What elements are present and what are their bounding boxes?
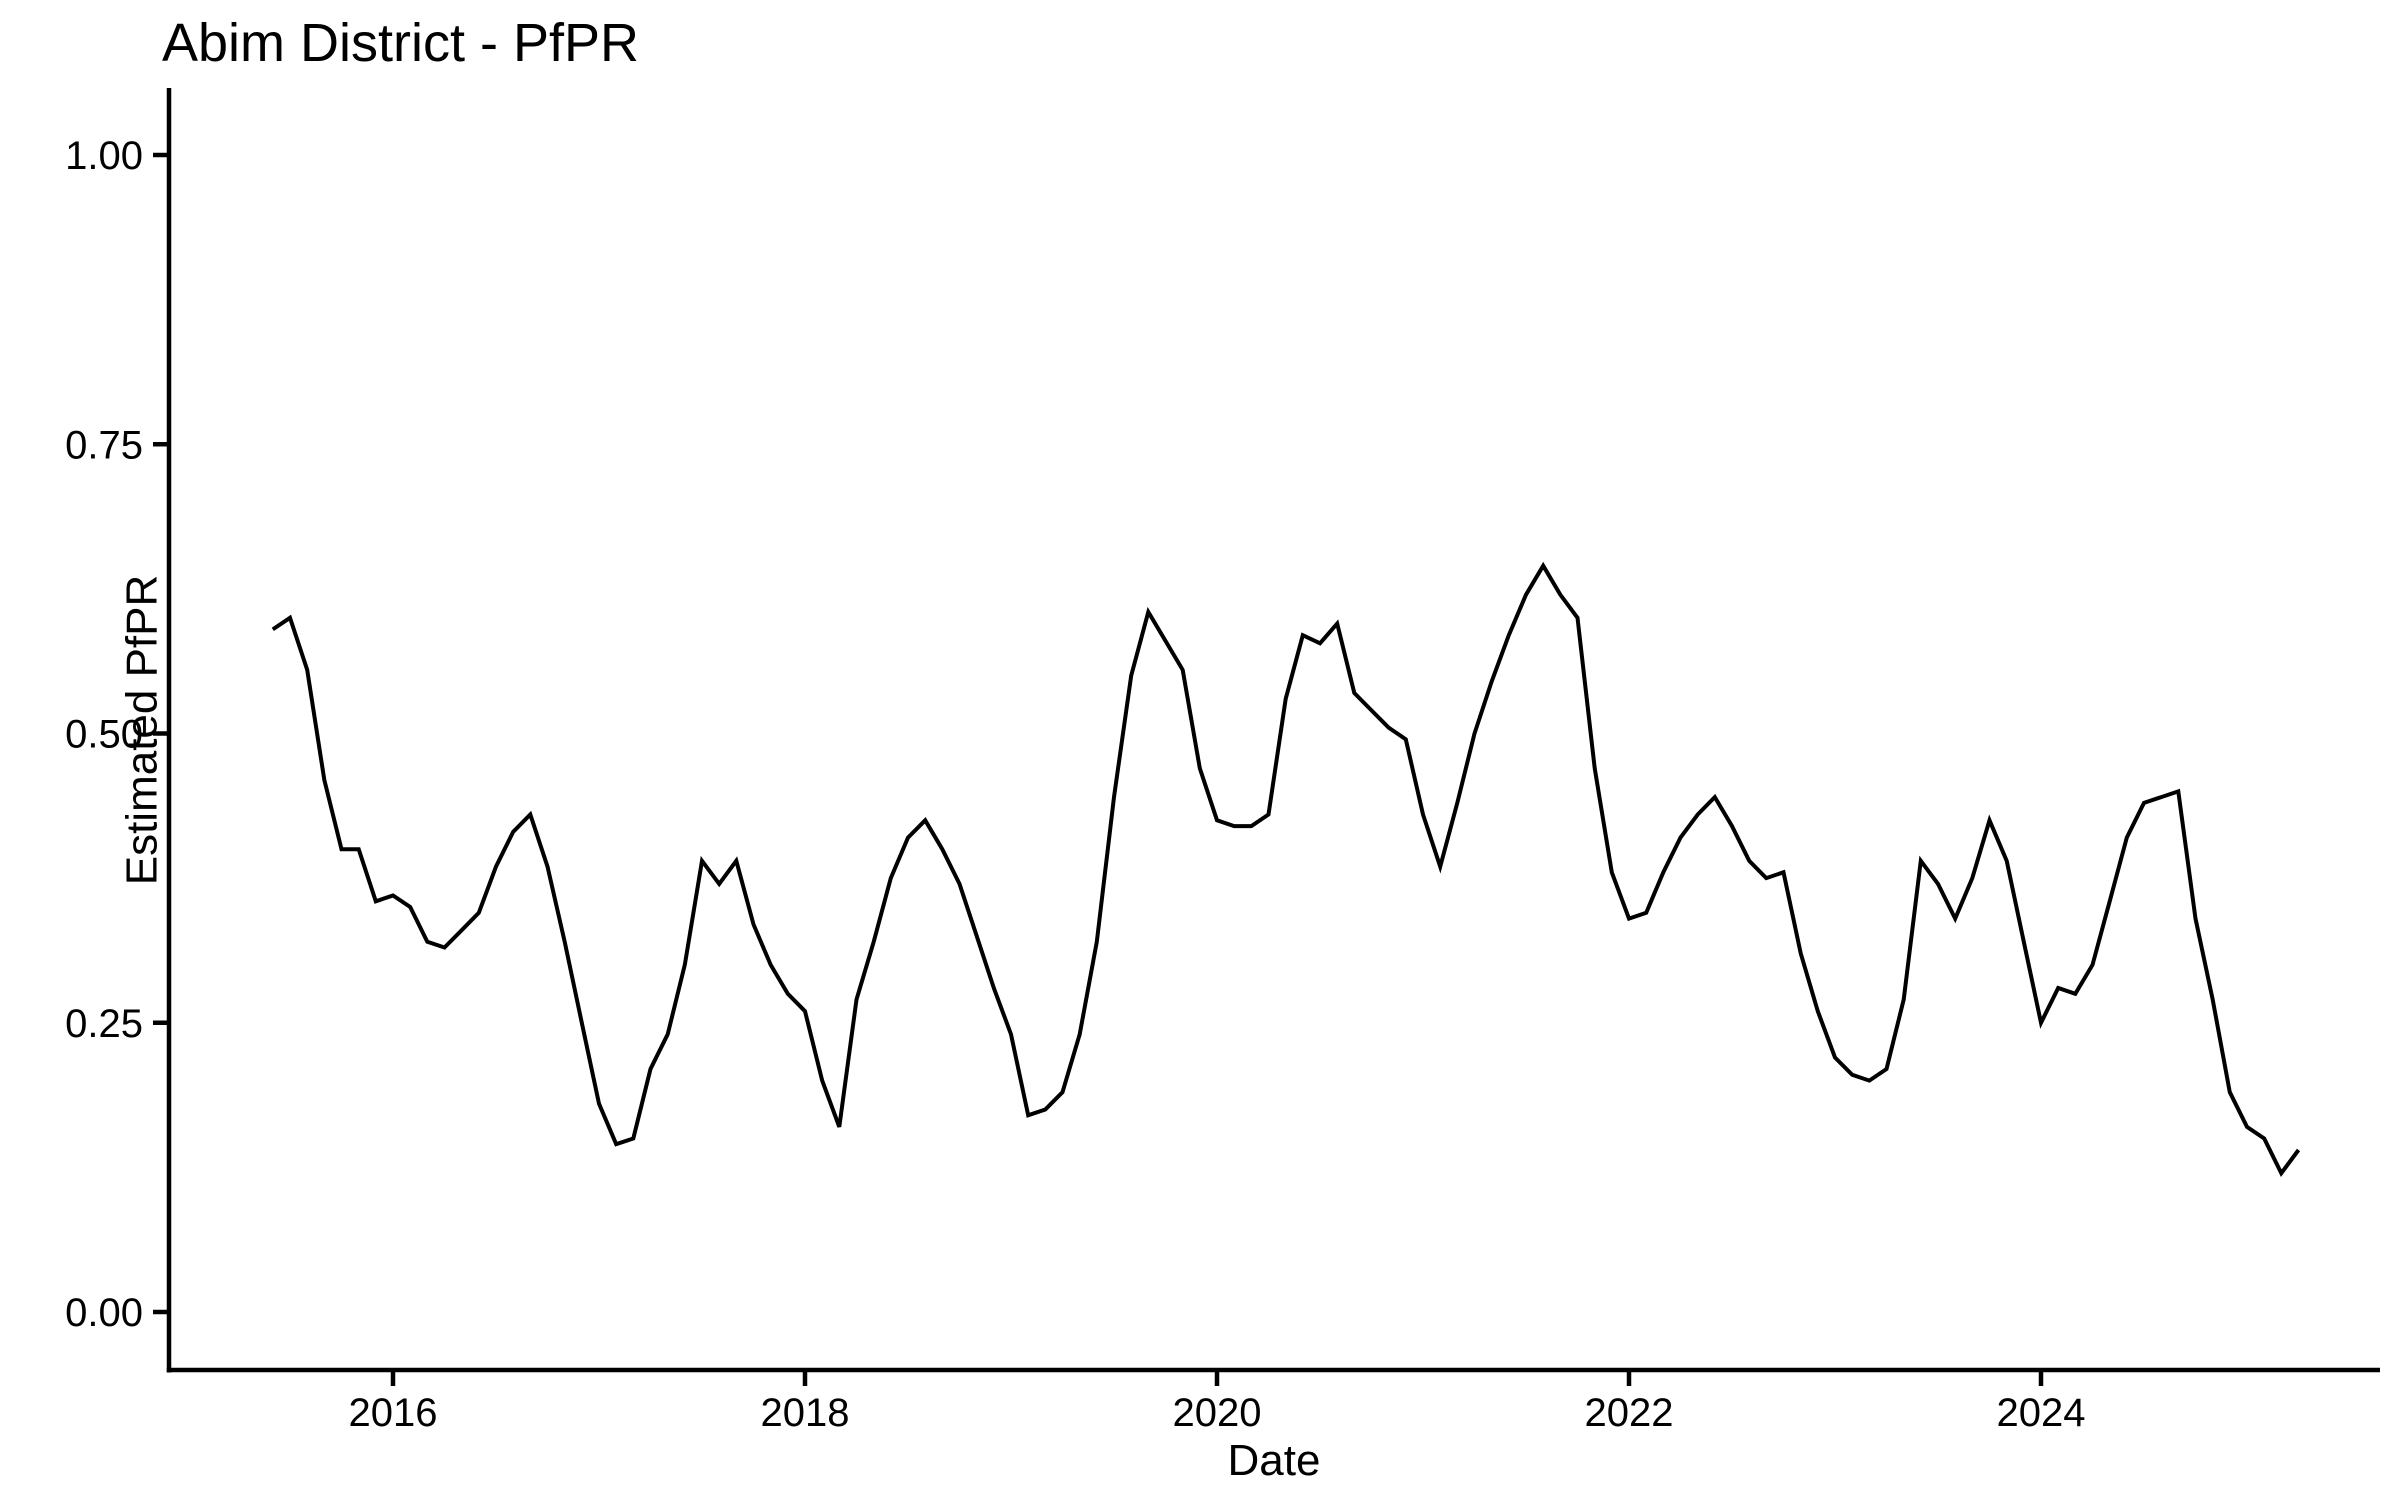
x-axis-title: Date — [1227, 1436, 1321, 1485]
x-tick-label: 2018 — [761, 1391, 850, 1435]
y-axis-title: Estimated PfPR — [117, 574, 167, 886]
axis-tick-labels: 2016 2018 2020 2022 2024 0.00 0.25 0.50 0.75 1.00 — [65, 134, 2085, 1435]
axis-ticks — [153, 152, 2044, 1386]
x-tick-label: 2022 — [1585, 1391, 1674, 1435]
y-tick-label: 0.25 — [65, 1002, 143, 1046]
x-tick-label: 2020 — [1173, 1391, 1262, 1435]
x-tick-label: 2024 — [1997, 1391, 2086, 1435]
pfpr-line-series — [271, 561, 2301, 1178]
y-tick-label: 0.75 — [65, 423, 143, 467]
x-tick-label: 2016 — [349, 1391, 438, 1435]
y-tick-label: 0.00 — [65, 1291, 143, 1335]
chart-title: Abim District - PfPR — [162, 13, 640, 73]
y-tick-label: 1.00 — [65, 134, 143, 178]
y-tick-label: 0.50 — [65, 713, 143, 757]
